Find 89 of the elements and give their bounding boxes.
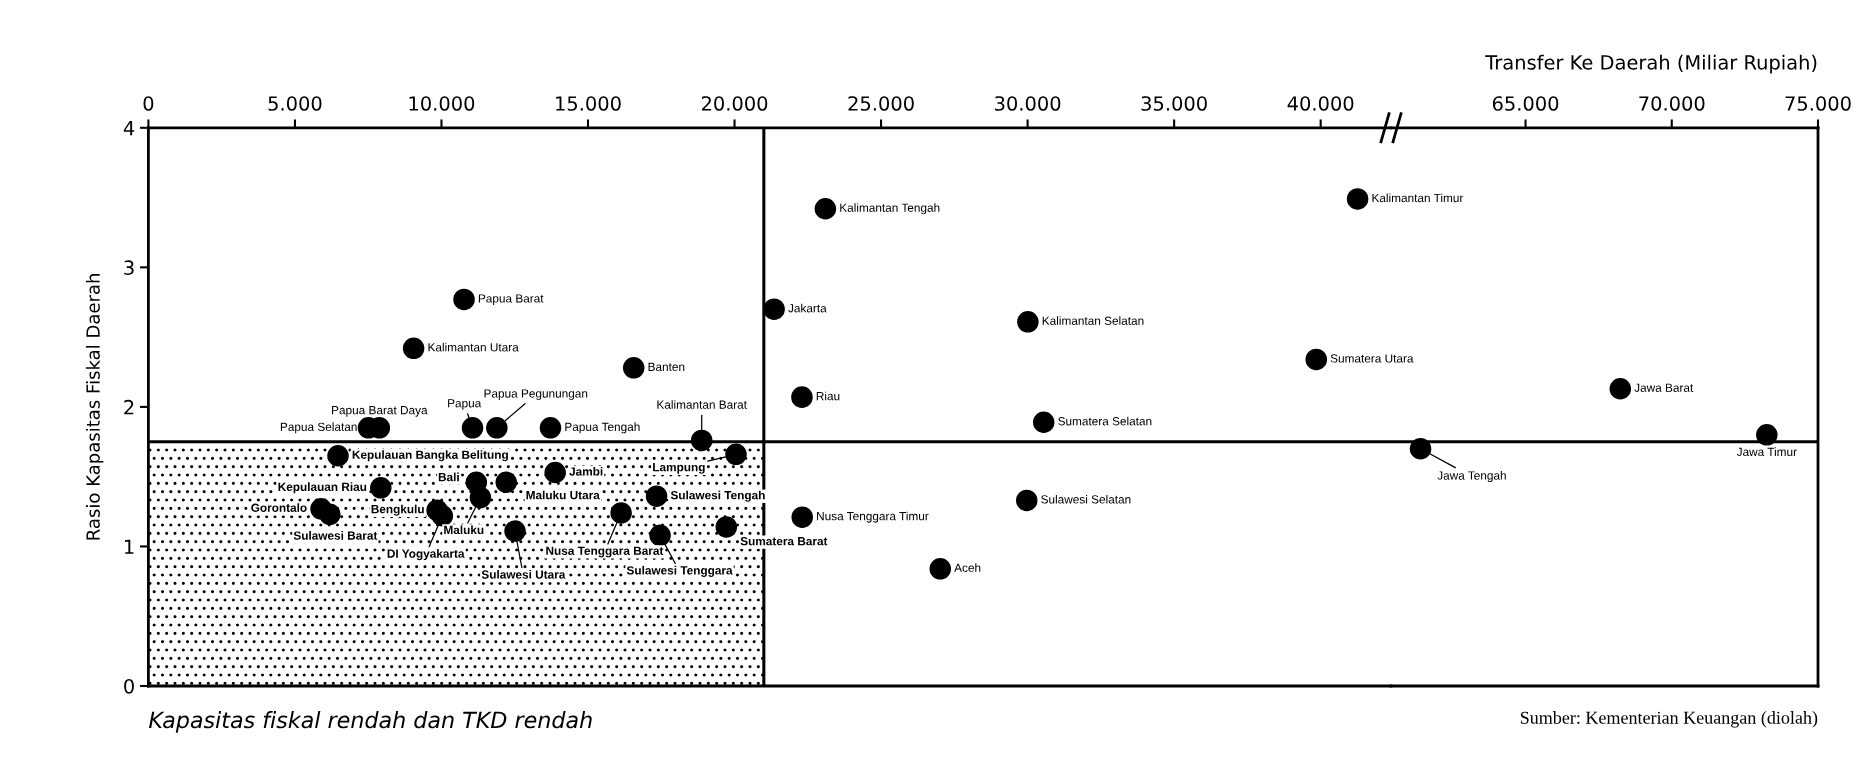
annotation: Maluku: [444, 525, 484, 535]
x-tick-label: 15.000: [556, 96, 621, 111]
annotation: Jawa Barat: [1634, 383, 1694, 392]
x-tick-label: 10.000: [409, 96, 475, 111]
annotation: Gorontalo: [251, 503, 307, 512]
point: [486, 417, 508, 439]
point: [370, 477, 392, 499]
annotation: Kalimantan Barat: [657, 400, 747, 409]
point: [715, 516, 738, 538]
annotation: Banten: [648, 362, 685, 371]
point: [544, 461, 566, 484]
annotation: Jawa Tengah: [1437, 471, 1506, 483]
point: [610, 502, 632, 524]
annotation: Aceh: [954, 563, 981, 572]
annotation: Kalimantan Selatan: [1042, 316, 1144, 325]
y-tick-label: 0: [124, 678, 134, 694]
annotation: Papua: [448, 399, 482, 410]
annotation: Sulawesi Barat: [293, 531, 378, 540]
point: [1017, 311, 1039, 333]
annotation: Lampung: [653, 463, 705, 474]
annotation: DI Yogyakarta: [387, 549, 465, 561]
x-tick-label: 40.000: [1287, 96, 1354, 111]
point: [1346, 188, 1369, 210]
point: [431, 504, 454, 527]
y-tick-label: 1: [124, 539, 134, 554]
annotation: Papua Barat Daya: [332, 406, 428, 417]
point: [645, 485, 668, 507]
annotation: Papua Pegunungan: [484, 389, 588, 400]
annotation: Bali: [438, 472, 459, 482]
point: [1032, 411, 1055, 434]
x-tick-label: 75.000: [1785, 96, 1851, 111]
point: [791, 386, 813, 408]
annotation: Nusa Tenggara Barat: [546, 546, 664, 558]
point: [504, 520, 526, 542]
annotation: Nusa Tenggara Timur: [817, 511, 929, 523]
x-tick-label: 35.000: [1141, 96, 1207, 111]
annotation: Sulawesi Selatan: [1041, 494, 1131, 504]
point: [791, 506, 813, 528]
annotation: Jakarta: [788, 303, 827, 313]
annotation: Sulawesi Tenggara: [626, 565, 733, 577]
point: [327, 444, 349, 467]
point: [622, 357, 645, 379]
x-tick-label: 30.000: [995, 96, 1061, 111]
point: [402, 337, 425, 360]
annotation: Papua Barat: [478, 294, 544, 305]
point: [453, 288, 475, 311]
x-tick-label: 25.000: [848, 96, 914, 111]
annotation: Jawa Timur: [1736, 447, 1797, 457]
x-axis-title: Transfer Ke Daerah (Miliar Rupiah): [1485, 54, 1817, 74]
y-tick-label: 4: [123, 121, 135, 136]
annotation: Kepulauan Bangka Belitung: [352, 450, 508, 462]
x-tick-label: 0: [143, 96, 154, 111]
x-tick-label: 65.000: [1492, 96, 1559, 111]
annotation: Sumatera Selatan: [1058, 416, 1152, 426]
point: [539, 417, 562, 439]
x-tick-label: 5.000: [268, 96, 322, 111]
y-tick-label: 2: [124, 399, 134, 415]
annotation: Riau: [816, 391, 840, 401]
point: [1015, 489, 1038, 512]
point: [495, 471, 517, 494]
point: [690, 429, 713, 452]
point: [461, 417, 484, 439]
text: Sumber: Kementerian Keuangan (diolah): [1520, 711, 1818, 728]
point: [814, 197, 837, 220]
point: [319, 503, 341, 526]
point: [1305, 348, 1328, 371]
y-tick-label: 3: [124, 260, 134, 276]
annotation: Sulawesi Tengah: [670, 490, 765, 502]
x-tick-label: 70.000: [1639, 96, 1705, 111]
annotation: Bengkulu: [371, 504, 424, 516]
annotation: Kalimantan Utara: [428, 342, 519, 352]
annotation: Sulawesi Utara: [481, 570, 566, 579]
annotation: Papua Tengah: [565, 422, 640, 434]
point: [725, 443, 747, 466]
annotation: Kepulauan Riau: [278, 482, 367, 494]
point: [469, 486, 492, 509]
annotation: Maluku Utara: [526, 490, 600, 500]
point: [649, 524, 671, 547]
annotation: Jambi: [569, 466, 603, 476]
annotation: Sumatera Barat: [740, 537, 828, 546]
point: [929, 558, 952, 580]
point: [763, 298, 785, 320]
x-tick-label: 20.000: [701, 96, 768, 111]
y-axis-title: Rasio Kapasitas Fiskal Daerah: [85, 274, 104, 540]
annotation: Kalimantan Tengah: [840, 203, 940, 215]
text: Kapasitas fiskal rendah dan TKD rendah: [149, 711, 592, 733]
annotation: Kalimantan Timur: [1372, 193, 1464, 203]
annotation: Papua Selatan: [280, 422, 357, 434]
annotation: Sumatera Utara: [1330, 354, 1414, 363]
